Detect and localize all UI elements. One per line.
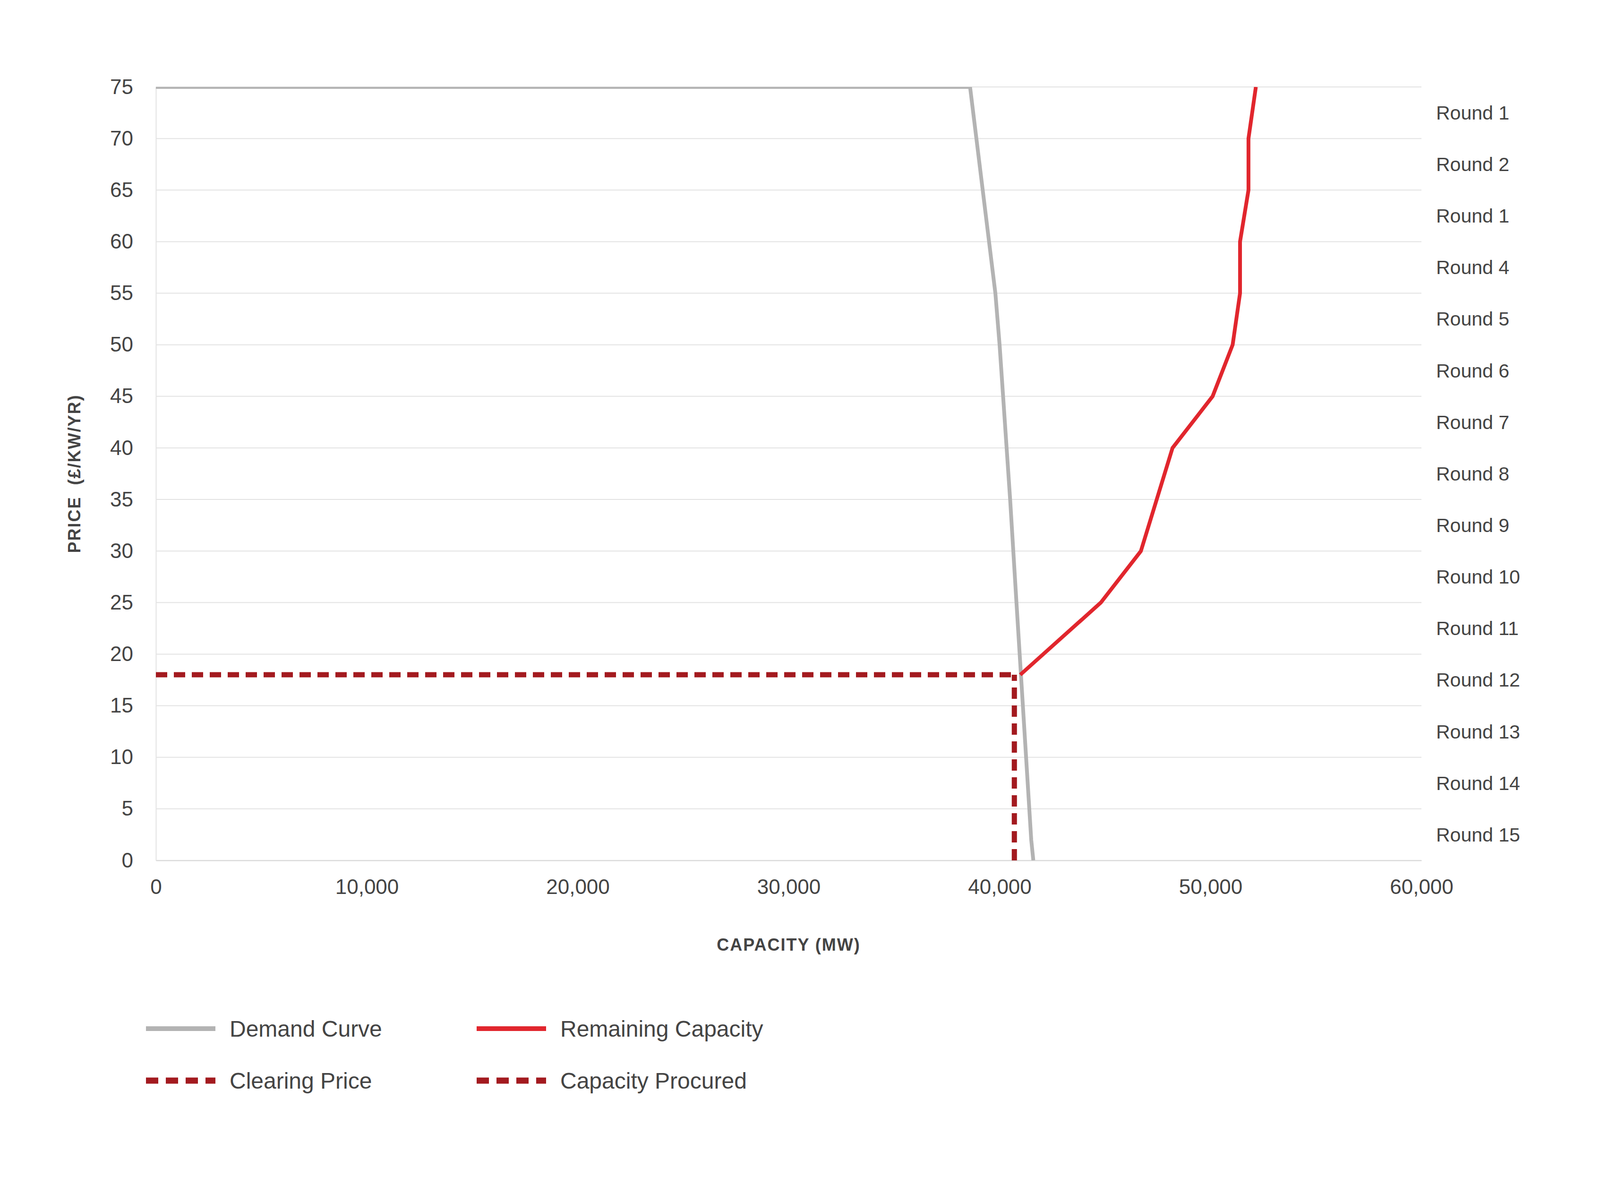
- y-tick: 15: [110, 693, 156, 717]
- y-axis: 0 5 10 15 20 25 30 35 40 45 50 55 60 65 70 75: [110, 75, 156, 872]
- round-labels: Round 1 Round 2 Round 1 Round 4 Round 5 Round…: [1436, 102, 1521, 846]
- legend-swatch: [476, 1026, 547, 1031]
- y-tick: 70: [110, 126, 156, 150]
- legend-swatch: [476, 1077, 547, 1084]
- grid: [155, 86, 1422, 861]
- series-line: [1020, 86, 1257, 675]
- round-label: Round 2: [1436, 153, 1510, 176]
- y-tick-label: 5: [121, 796, 134, 820]
- grid-line: [155, 292, 1422, 294]
- y-tick-label: 35: [110, 487, 134, 511]
- grid-line: [155, 808, 1422, 810]
- series-line: [155, 86, 1034, 861]
- y-tick-label: 55: [110, 281, 134, 305]
- y-tick-label: 20: [110, 641, 134, 666]
- y-tick: 25: [110, 590, 156, 614]
- x-tick-label: 10,000: [335, 874, 400, 899]
- x-axis-title: CAPACITY (MW): [716, 934, 861, 955]
- grid-line: [155, 240, 1422, 242]
- round-label: Round 6: [1436, 359, 1510, 382]
- y-tick-label: 75: [110, 75, 134, 99]
- grid-line: [155, 137, 1422, 139]
- grid-line: [155, 601, 1422, 603]
- grid-line: [155, 705, 1422, 707]
- y-tick-label: 60: [110, 229, 134, 253]
- legend: Demand Curve Remaining Capacity Clearing P…: [145, 1016, 764, 1094]
- y-tick-label: 70: [110, 126, 134, 150]
- legend-swatch: [145, 1026, 216, 1031]
- y-tick-label: 15: [110, 693, 134, 717]
- x-tick: 10,000: [335, 860, 400, 899]
- y-tick-label: 25: [110, 590, 134, 614]
- y-tick-label: 30: [110, 539, 134, 563]
- y-tick: 10: [110, 744, 156, 769]
- grid-line: [155, 498, 1422, 500]
- legend-label: Clearing Price: [229, 1068, 372, 1094]
- grid-line: [155, 859, 1422, 861]
- y-axis-line: [155, 87, 157, 861]
- y-tick: 20: [110, 641, 156, 666]
- round-label: Round 15: [1436, 823, 1521, 846]
- round-label: Round 1: [1436, 102, 1510, 124]
- legend-label: Remaining Capacity: [560, 1016, 764, 1042]
- y-axis-title: PRICE (£/KW/YR): [64, 393, 85, 553]
- x-tick: 0: [150, 860, 162, 899]
- legend-swatch: [145, 1077, 216, 1084]
- y-tick: 45: [110, 384, 156, 408]
- round-label: Round 5: [1436, 308, 1510, 330]
- y-tick-label: 40: [110, 436, 134, 460]
- x-tick-label: 30,000: [757, 874, 822, 899]
- grid-line: [155, 653, 1422, 655]
- x-tick: 40,000: [967, 860, 1032, 899]
- chart: 0 10,000 20,000 30,000 40,000 50,000 60,000 0 5 1…: [0, 0, 1600, 1177]
- series-line: [1011, 674, 1018, 861]
- y-tick: 40: [110, 436, 156, 460]
- legend-label: Capacity Procured: [560, 1068, 747, 1094]
- y-tick: 75: [110, 75, 156, 99]
- round-label: Round 13: [1436, 720, 1521, 743]
- y-tick: 35: [110, 487, 156, 511]
- round-label: Round 12: [1436, 668, 1521, 691]
- y-tick: 55: [110, 281, 156, 305]
- x-tick-label: 0: [150, 874, 162, 899]
- y-tick: 30: [110, 539, 156, 563]
- y-tick-label: 10: [110, 744, 134, 769]
- grid-line: [155, 447, 1422, 449]
- x-tick-label: 50,000: [1179, 874, 1243, 899]
- y-tick: 50: [110, 332, 156, 356]
- y-tick: 65: [110, 178, 156, 202]
- grid-line: [155, 756, 1422, 758]
- round-label: Round 14: [1436, 772, 1521, 795]
- y-tick-label: 50: [110, 332, 134, 356]
- round-label: Round 11: [1436, 617, 1519, 640]
- x-axis-line: [156, 860, 1422, 862]
- x-tick-label: 60,000: [1389, 874, 1454, 899]
- legend-label: Demand Curve: [229, 1016, 383, 1042]
- y-tick: 60: [110, 229, 156, 253]
- x-tick: 30,000: [757, 860, 822, 899]
- y-tick: 5: [121, 796, 156, 820]
- x-tick: 60,000: [1389, 860, 1454, 899]
- plot-area: [155, 86, 1256, 861]
- y-tick-label: 45: [110, 384, 134, 408]
- round-label: Round 9: [1436, 514, 1510, 537]
- y-tick-label: 65: [110, 178, 134, 202]
- round-label: Round 10: [1436, 565, 1521, 588]
- grid-line: [155, 189, 1422, 191]
- round-label: Round 4: [1436, 256, 1510, 279]
- x-tick: 20,000: [546, 860, 610, 899]
- y-tick: 0: [121, 848, 156, 872]
- x-tick-label: 20,000: [546, 874, 610, 899]
- round-label: Round 1: [1436, 205, 1510, 227]
- x-axis: 0 10,000 20,000 30,000 40,000 50,000 60,000: [150, 860, 1454, 899]
- round-label: Round 7: [1436, 411, 1510, 434]
- round-label: Round 8: [1436, 462, 1510, 485]
- grid-line: [155, 550, 1422, 552]
- series-line: [155, 672, 1015, 678]
- grid-line: [155, 395, 1422, 397]
- y-tick-label: 0: [121, 848, 134, 872]
- x-tick: 50,000: [1179, 860, 1243, 899]
- x-tick-label: 40,000: [967, 874, 1032, 899]
